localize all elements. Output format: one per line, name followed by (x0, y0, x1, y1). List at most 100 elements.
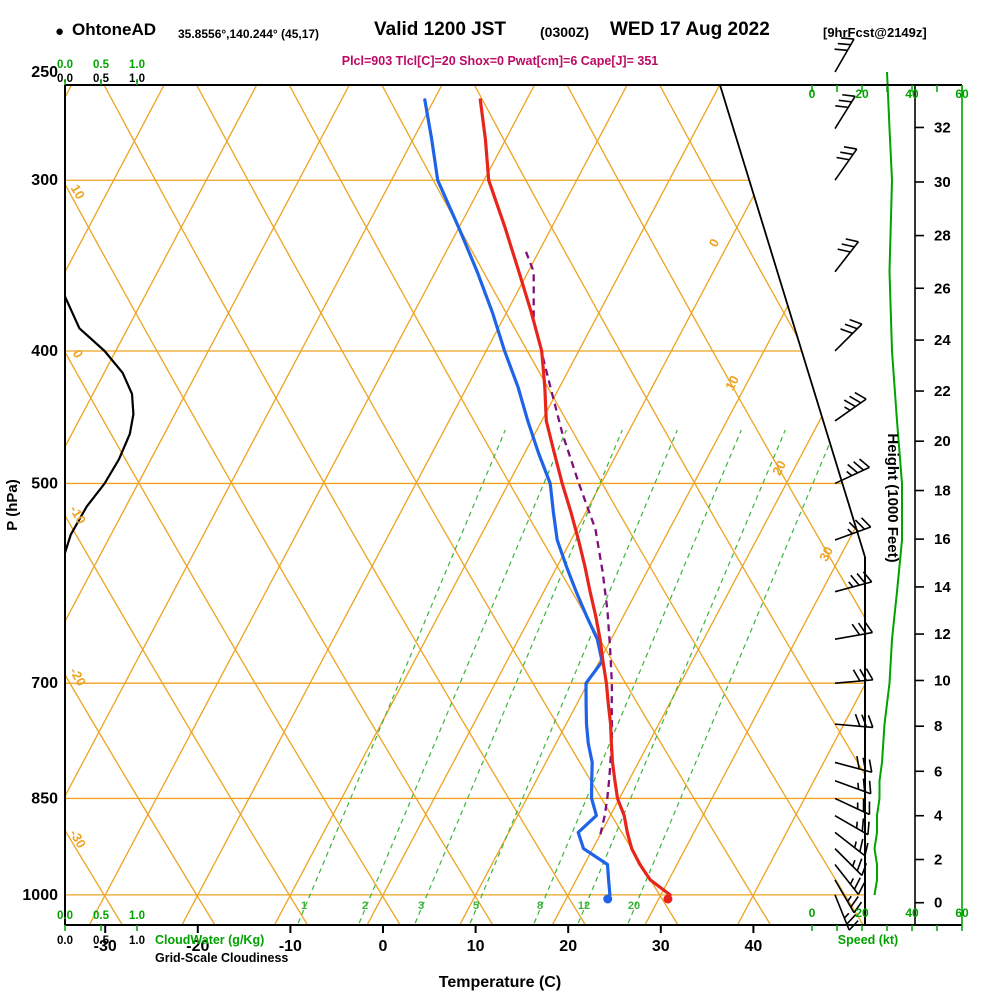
speed-tick-label: 40 (905, 906, 919, 920)
wind-barb-staff (834, 679, 873, 684)
cloudiness-title: Grid-Scale Cloudiness (155, 951, 288, 965)
cloudiness-scale-label: 1.0 (129, 935, 145, 947)
isotherm-line (65, 85, 165, 925)
height-tick-label: 2 (934, 852, 942, 869)
temp-tick-label: -30 (94, 938, 117, 955)
mixing-ratio-label: 1 (301, 900, 307, 912)
speed-tick-label: 20 (855, 87, 869, 101)
mixing-ratio-line (414, 429, 623, 924)
mixing-ratio-line (469, 429, 678, 924)
cloudiness-curve (63, 296, 135, 554)
speed-axis-title: Speed (kt) (838, 933, 898, 947)
adiabat-line (196, 85, 679, 925)
temp-tick-label: 0 (379, 938, 388, 955)
wind-barb-staff (834, 526, 871, 541)
wind-barb-staff (834, 863, 860, 895)
height-tick-label: 8 (934, 718, 942, 735)
mixing-ratio-line (577, 429, 786, 924)
mixing-ratio-label: 8 (537, 900, 543, 912)
wind-barb-staff (834, 723, 873, 729)
pressure-tick-label: 500 (31, 475, 58, 492)
height-tick-label: 30 (934, 174, 951, 191)
temp-tick-label: -10 (279, 938, 302, 955)
speed-tick-label: 20 (855, 906, 869, 920)
valid-time: Valid 1200 JST (374, 19, 507, 40)
pressure-tick-label: 850 (31, 790, 58, 807)
temperature-axis-title: Temperature (C) (439, 974, 561, 991)
mixing-ratio-label: 5 (473, 900, 479, 912)
isotherm-label-right: 30 (816, 544, 836, 564)
surface-dewpoint-dot (603, 894, 613, 904)
mixing-ratio-line (297, 429, 506, 924)
temp-tick-label: 20 (559, 938, 577, 955)
grid-layer (65, 85, 865, 925)
diagonal-cut (719, 84, 866, 558)
wind-barb-staff (834, 581, 872, 593)
isotherm-line (551, 85, 865, 925)
speed-tick-label: 0 (809, 906, 816, 920)
cloudwater-title: CloudWater (g/Kg) (155, 933, 264, 947)
temp-tick-label: -20 (186, 938, 209, 955)
isotherm-line (65, 85, 443, 925)
isotherm-label-left: 10 (68, 182, 88, 202)
station-name: OhtoneAD (72, 20, 157, 39)
speed-tick-label: 0 (809, 87, 816, 101)
valid-date: WED 17 Aug 2022 (610, 19, 770, 40)
pressure-tick-label: 400 (31, 343, 58, 360)
parcel-curve (523, 247, 614, 835)
temp-tick-label: 30 (652, 938, 670, 955)
isotherm-line (65, 85, 258, 925)
adiabat-line (65, 85, 309, 925)
speed-curve (873, 71, 903, 896)
wind-barb-staff (834, 95, 856, 130)
temp-tick-label: 40 (745, 938, 763, 955)
wind-barb-staff (834, 398, 867, 422)
adiabat-line (473, 85, 865, 925)
wind-barb-staff (834, 323, 863, 352)
cloudiness-scale-label: 0.5 (93, 935, 110, 947)
sounding-curves (423, 98, 672, 897)
stability-params: Plcl=903 Tlcl[C]=20 Shox=0 Pwat[cm]=6 Ca… (341, 54, 659, 68)
adiabat-line (103, 85, 586, 925)
height-tick-label: 14 (934, 579, 951, 596)
wind-barb-staff (834, 761, 872, 774)
isotherm-line (273, 85, 721, 925)
mixing-ratio-line (358, 429, 567, 924)
adiabat-line (288, 85, 772, 925)
wind-barb-staff (834, 241, 860, 273)
pressure-tick-label: 1000 (22, 887, 58, 904)
height-tick-label: 4 (934, 808, 943, 825)
wind-barb-staff (834, 848, 863, 877)
dewpoint-curve (423, 98, 612, 897)
isotherm-line (366, 85, 813, 925)
isotherm-label-right: 20 (769, 458, 789, 478)
station-coords: 35.8556°,140.244° (45,17) (178, 27, 320, 41)
cloudwater-scale-label: 0.0 (57, 59, 73, 71)
height-tick-label: 16 (934, 531, 951, 548)
isotherm-label-left: -30 (67, 827, 89, 851)
height-tick-label: 20 (934, 433, 951, 450)
surface-temp-dot (663, 894, 673, 904)
cloudwater-scale-label: 0.5 (93, 59, 110, 71)
adiabat-line (566, 85, 865, 925)
mixing-ratio-label: 3 (418, 900, 424, 912)
station-bullet-icon: ● (55, 23, 65, 40)
wind-barb-staff (834, 38, 855, 73)
isotherm-line (736, 85, 865, 925)
pressure-tick-label: 250 (31, 64, 58, 81)
temperature-curve (478, 98, 672, 897)
pressure-tick-label: 300 (31, 172, 58, 189)
cloudwater-scale-label: 0.0 (57, 910, 73, 922)
forecast-tag: [9hrFcst@2149z] (823, 25, 927, 40)
height-tick-label: 32 (934, 119, 951, 136)
pressure-tick-label: 700 (31, 675, 58, 692)
wind-barb-staff (834, 814, 869, 836)
height-tick-label: 24 (934, 332, 951, 349)
mixing-ratio-label: 2 (362, 900, 368, 912)
valid-utc: (0300Z) (540, 24, 590, 40)
wind-barb-staff (834, 631, 873, 640)
isotherm-label-right: 10 (722, 373, 742, 393)
isotherm-line (88, 85, 536, 925)
height-tick-label: 12 (934, 626, 951, 643)
